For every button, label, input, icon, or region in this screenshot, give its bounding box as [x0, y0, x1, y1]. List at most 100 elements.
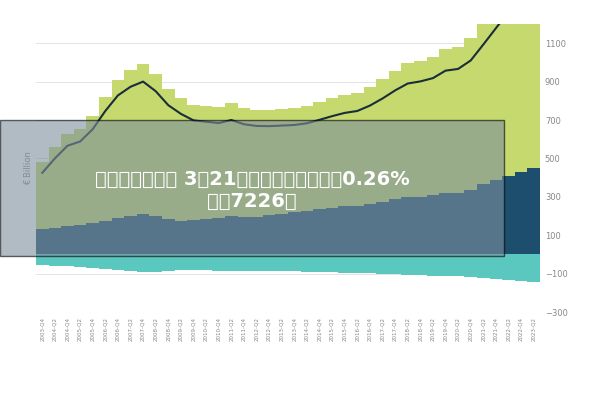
Bar — [490, 3, 502, 180]
Bar — [112, 254, 124, 270]
Bar — [187, 105, 200, 220]
Bar — [149, 74, 162, 216]
Bar — [137, 254, 149, 272]
Bar — [36, 230, 49, 254]
Bar — [376, 254, 389, 274]
Bar — [250, 217, 263, 254]
Bar — [414, 197, 427, 254]
Bar — [477, 254, 490, 278]
Bar — [225, 254, 238, 271]
Bar — [200, 219, 212, 254]
Bar — [464, 190, 477, 254]
Bar — [326, 208, 338, 254]
Bar — [376, 79, 389, 202]
Bar — [477, 20, 490, 184]
Bar — [124, 254, 137, 271]
Bar — [61, 226, 74, 254]
Bar — [452, 48, 464, 193]
Bar — [149, 254, 162, 272]
Bar — [376, 202, 389, 254]
Bar — [490, 180, 502, 254]
Bar — [364, 87, 376, 204]
Text: 股票配资流程图 3月21日苹果期货收盘下跌0.26%
，报7226元: 股票配资流程图 3月21日苹果期货收盘下跌0.26% ，报7226元 — [95, 170, 409, 210]
Bar — [464, 38, 477, 190]
Bar — [187, 220, 200, 254]
Bar — [49, 147, 61, 228]
Bar — [439, 254, 452, 276]
Bar — [338, 206, 351, 254]
Bar — [36, 162, 49, 230]
Bar — [137, 214, 149, 254]
Bar — [515, 0, 527, 172]
Bar — [288, 254, 301, 271]
Bar — [86, 223, 99, 254]
Bar — [427, 195, 439, 254]
Bar — [112, 80, 124, 218]
Bar — [175, 98, 187, 221]
Bar — [263, 110, 275, 216]
Bar — [137, 64, 149, 214]
Bar — [401, 197, 414, 254]
Bar — [313, 102, 326, 209]
Bar — [36, 254, 49, 265]
Bar — [74, 254, 86, 267]
Bar — [275, 214, 288, 254]
Bar — [212, 254, 225, 270]
Bar — [124, 216, 137, 254]
Bar — [414, 254, 427, 275]
Bar — [326, 254, 338, 272]
Bar — [250, 254, 263, 270]
Bar — [99, 254, 112, 269]
Bar — [162, 89, 175, 220]
Bar — [212, 218, 225, 254]
Bar — [439, 192, 452, 254]
Bar — [301, 254, 313, 272]
Bar — [301, 106, 313, 211]
Bar — [427, 254, 439, 276]
Bar — [61, 254, 74, 266]
Bar — [212, 107, 225, 218]
Bar — [74, 225, 86, 254]
Bar — [490, 254, 502, 279]
Bar — [124, 70, 137, 216]
Bar — [86, 116, 99, 223]
Bar — [338, 95, 351, 206]
Bar — [351, 93, 364, 206]
Bar — [401, 63, 414, 197]
Bar — [527, 0, 540, 168]
Bar — [149, 216, 162, 254]
Bar — [301, 211, 313, 254]
Bar — [515, 172, 527, 254]
Bar — [86, 254, 99, 268]
Bar — [99, 221, 112, 254]
Bar — [200, 106, 212, 219]
Bar — [364, 254, 376, 273]
Bar — [225, 216, 238, 254]
Bar — [263, 216, 275, 254]
Bar — [112, 218, 124, 254]
Bar — [238, 217, 250, 254]
Bar — [250, 110, 263, 217]
Bar — [49, 254, 61, 266]
Bar — [527, 168, 540, 254]
Bar — [427, 57, 439, 195]
Bar — [99, 96, 112, 221]
Bar — [238, 108, 250, 217]
Bar — [49, 228, 61, 254]
Bar — [389, 254, 401, 274]
Bar — [389, 71, 401, 199]
Bar — [502, 0, 515, 176]
Bar — [225, 103, 238, 216]
Bar — [527, 254, 540, 282]
Bar — [162, 254, 175, 271]
Bar — [502, 176, 515, 254]
Bar — [175, 254, 187, 270]
Bar — [364, 204, 376, 254]
Bar — [389, 199, 401, 254]
Bar — [61, 134, 74, 226]
Bar — [313, 254, 326, 272]
Bar — [351, 254, 364, 273]
Bar — [464, 254, 477, 277]
Bar — [414, 61, 427, 197]
Bar — [477, 184, 490, 254]
